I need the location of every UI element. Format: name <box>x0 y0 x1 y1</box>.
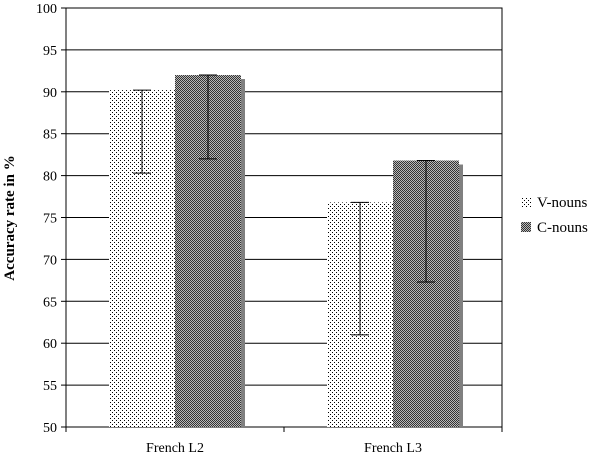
x-axis: French L2 French L3 <box>65 427 503 456</box>
y-tick-label: 90 <box>43 86 57 101</box>
legend-swatch <box>521 197 531 207</box>
y-tick-label: 70 <box>43 253 57 268</box>
bars <box>109 75 463 428</box>
y-tick-label: 50 <box>43 421 57 436</box>
legend-label: V-nouns <box>537 195 587 211</box>
y-tick-label: 55 <box>43 379 57 394</box>
error-bars <box>133 74 435 336</box>
legend-label: C-nouns <box>537 220 588 236</box>
y-tick-label: 80 <box>43 170 57 185</box>
y-tick-label: 100 <box>36 2 57 17</box>
legend-swatch <box>521 222 531 232</box>
y-tick-label: 60 <box>43 337 57 352</box>
legend: V-nouns C-nouns <box>521 195 588 236</box>
y-axis-title: Accuracy rate in % <box>2 155 18 280</box>
x-tick-label: French L3 <box>364 441 422 456</box>
y-tick-label: 75 <box>43 212 57 227</box>
y-tick-label: 85 <box>43 128 57 143</box>
y-tick-label: 95 <box>43 44 57 59</box>
y-axis: 50 55 60 65 70 75 80 85 90 95 100 <box>36 2 66 436</box>
y-tick-label: 65 <box>43 295 57 310</box>
x-tick-label: French L2 <box>146 441 204 456</box>
